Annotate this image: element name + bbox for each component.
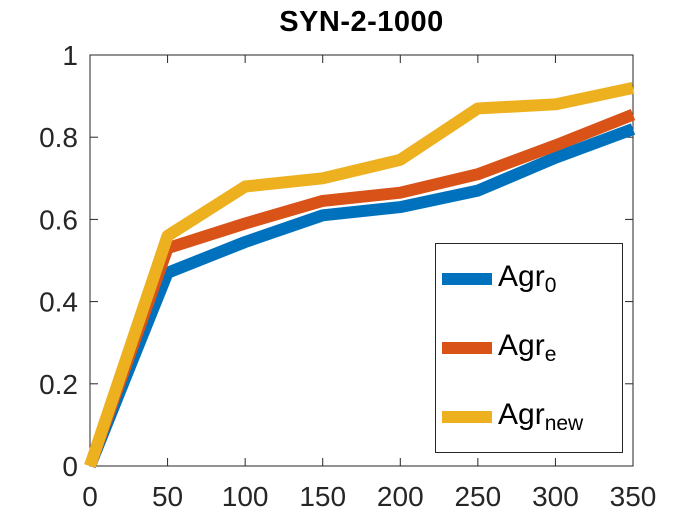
legend-swatch-agre bbox=[442, 341, 492, 354]
legend-label-agre: Agre bbox=[498, 329, 557, 366]
axes-box bbox=[89, 54, 634, 467]
x-tick-label: 250 bbox=[454, 481, 501, 512]
y-tick-label: 0.2 bbox=[39, 369, 78, 400]
x-tick-label: 300 bbox=[532, 481, 579, 512]
chart-title: SYN-2-1000 bbox=[279, 6, 444, 38]
y-tick-label: 0.8 bbox=[39, 122, 78, 153]
x-tick-label: 350 bbox=[610, 481, 657, 512]
series-line-agr_0 bbox=[84, 123, 636, 469]
x-tick-label: 50 bbox=[152, 481, 183, 512]
legend: Agr0 Agre Agrnew bbox=[435, 243, 623, 453]
x-tick-label: 200 bbox=[377, 481, 424, 512]
legend-label-agr0: Agr0 bbox=[498, 259, 557, 297]
series-line-agr_e bbox=[84, 109, 636, 469]
y-tick-label: 0.4 bbox=[39, 287, 78, 318]
legend-swatch-agrnew bbox=[442, 411, 492, 424]
legend-item-agrnew: Agrnew bbox=[436, 400, 622, 434]
y-tick-label: 0.6 bbox=[39, 204, 78, 235]
x-tick-label: 0 bbox=[82, 481, 98, 512]
series-line-agr_new bbox=[84, 82, 635, 468]
x-tick-label: 150 bbox=[299, 481, 346, 512]
legend-label-agrnew: Agrnew bbox=[498, 398, 584, 436]
y-tick-label: 0 bbox=[62, 451, 78, 482]
x-tick-label: 100 bbox=[222, 481, 269, 512]
legend-swatch-agr0 bbox=[442, 272, 492, 285]
y-tick-label: 1 bbox=[62, 40, 78, 71]
legend-item-agre: Agre bbox=[436, 331, 622, 365]
legend-item-agr0: Agr0 bbox=[436, 259, 622, 297]
